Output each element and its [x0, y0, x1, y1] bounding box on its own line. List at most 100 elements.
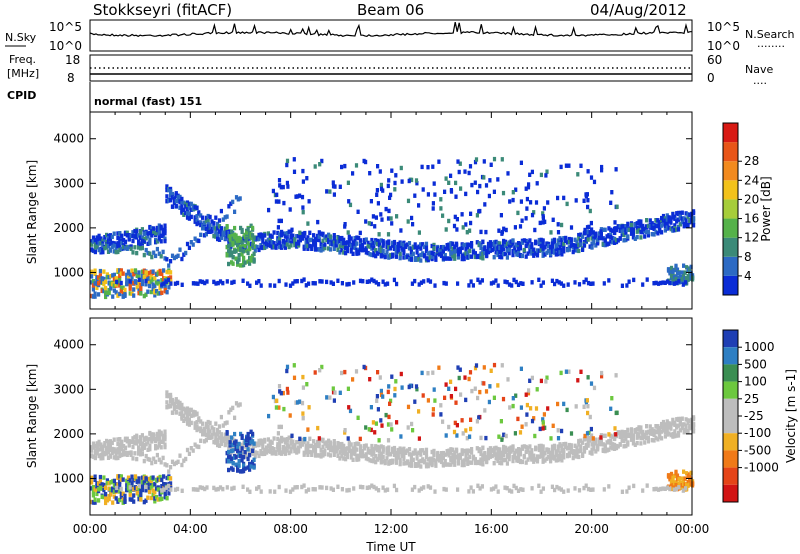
velocity-cell-1323	[605, 448, 609, 453]
velocity-cell-1202	[558, 451, 562, 456]
power-cell-723	[357, 235, 361, 241]
power-cell-1711	[151, 286, 155, 292]
velocity-cell-144	[138, 452, 143, 457]
power-cell-1801	[236, 242, 240, 248]
power-cell-2191	[586, 169, 590, 174]
velocity-cell-247	[172, 461, 176, 467]
power-cell-719	[355, 235, 359, 240]
velocity-cell-1948	[214, 487, 218, 492]
velocity-cell-1713	[151, 475, 155, 480]
velocity-cell-2016	[492, 486, 496, 491]
power-cell-1400	[637, 221, 641, 226]
power-cell-2159	[301, 210, 305, 215]
power-cell-1617	[118, 276, 122, 281]
velocity-cell-878	[421, 448, 425, 453]
power-cell-295	[189, 214, 193, 220]
velocity-cell-1414	[643, 440, 647, 445]
power-cell-63	[110, 244, 114, 250]
velocity-cell-1416	[645, 424, 649, 429]
power-cell-1344	[614, 237, 619, 243]
power-cell-2085	[393, 187, 397, 192]
velocity-cell-818	[396, 447, 400, 453]
power-cell-1870	[669, 273, 674, 278]
power-cell-1595	[111, 294, 115, 299]
velocity-cell-467	[253, 454, 257, 459]
velocity-cell-1956	[246, 487, 250, 492]
power-cell-628	[319, 248, 323, 253]
velocity-cell-508	[268, 442, 272, 447]
velocity-cell-548	[283, 440, 287, 445]
power-cell-721	[355, 247, 359, 253]
power-cell-16	[95, 235, 99, 241]
power-cell-363	[214, 226, 218, 231]
power-cell-35	[101, 246, 105, 251]
velocity-colorbar-swatch-9	[723, 484, 738, 502]
power-cell-398	[225, 234, 229, 239]
power-cell-2295	[489, 162, 493, 167]
velocity-cell-1858	[252, 465, 256, 470]
velocity-cell-1028	[485, 458, 489, 464]
velocity-cell-2060	[665, 485, 670, 490]
power-cell-848	[407, 241, 412, 246]
power-cell-2112	[426, 165, 430, 170]
velocity-cell-680	[340, 449, 344, 454]
power-cell-1705	[149, 269, 153, 275]
power-cell-1604	[114, 290, 118, 295]
power-cell-1128	[528, 244, 532, 250]
power-cell-1539	[91, 287, 95, 292]
power-cell-741	[366, 240, 370, 246]
power-cell-1716	[153, 283, 157, 289]
velocity-cell-2177	[300, 400, 305, 406]
power-cell-1993	[381, 279, 385, 284]
power-cell-581	[298, 234, 302, 239]
velocity-cell-2010	[469, 485, 473, 490]
power-cell-2118	[535, 181, 539, 186]
power-cell-2205	[524, 186, 528, 191]
power-cell-1728	[156, 291, 160, 296]
velocity-cell-1991	[374, 486, 378, 491]
power-cell-776	[379, 238, 383, 243]
velocity-cell-1409	[641, 435, 645, 441]
velocity-cell-56	[108, 442, 112, 448]
velocity-cell-586	[300, 440, 304, 445]
velocity-cells	[90, 362, 696, 506]
power-cell-1391	[633, 223, 637, 228]
power-cell-999	[473, 254, 477, 260]
velocity-cell-1982	[345, 488, 349, 493]
power-cell-600	[308, 230, 312, 235]
power-cell-2283	[541, 220, 545, 225]
velocity-cell-684	[342, 456, 346, 461]
velocity-cell-993	[470, 450, 474, 455]
power-cell-1417	[645, 229, 649, 235]
power-cell-1615	[118, 283, 122, 288]
velocity-cell-1160	[541, 459, 545, 464]
power-cell-569	[293, 242, 297, 248]
velocity-cell-951	[451, 447, 455, 452]
velocity-cell-813	[394, 450, 398, 456]
velocity-cell-2215	[482, 381, 486, 386]
power-cell-2196	[538, 220, 542, 226]
velocity-cell-1571	[102, 487, 106, 493]
velocity-cell-157	[144, 442, 148, 447]
velocity-cell-949	[451, 460, 455, 465]
power-cell-1964	[284, 282, 288, 287]
velocity-cell-1190	[554, 458, 558, 463]
power-cell-1469	[665, 213, 669, 218]
power-cell-356	[210, 219, 214, 224]
velocity-cell-63	[110, 450, 114, 456]
velocity-cell-2188	[282, 406, 286, 412]
velocity-cell-835	[402, 461, 406, 466]
power-cell-2249	[585, 192, 589, 197]
power-cell-2046	[602, 281, 606, 286]
power-cell-1931	[144, 278, 148, 284]
power-cell-1212	[562, 236, 566, 241]
velocity-cell-1856	[252, 457, 256, 462]
velocity-cell-495	[263, 451, 267, 456]
velocity-cell-1965	[288, 489, 293, 494]
power-cell-883	[424, 241, 429, 247]
power-cell-83	[118, 231, 122, 236]
velocity-cell-884	[424, 451, 429, 456]
velocity-cell-2307	[551, 423, 555, 428]
velocity-cell-1360	[622, 433, 626, 439]
power-cell-48	[106, 235, 111, 241]
